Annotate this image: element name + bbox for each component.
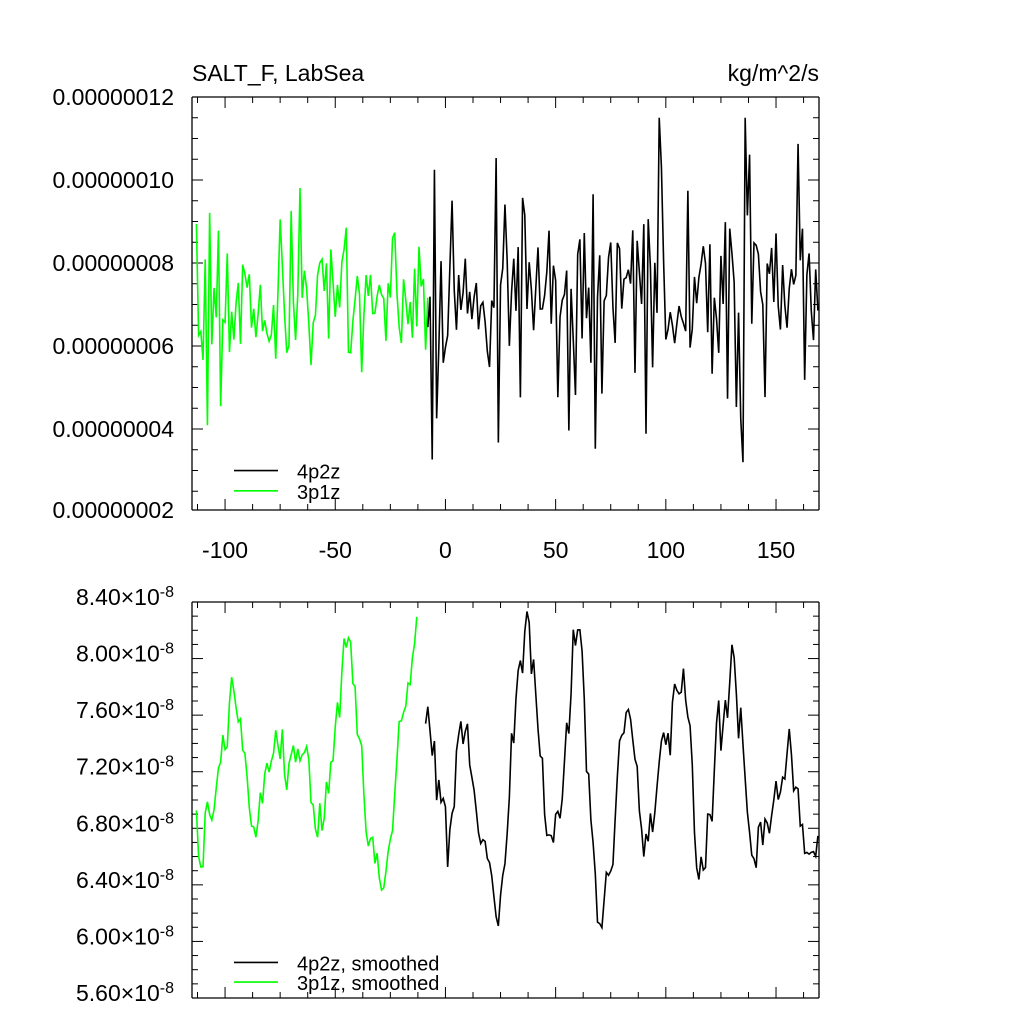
svg-text:4p2z: 4p2z: [297, 462, 340, 484]
svg-text:0.00000006: 0.00000006: [52, 333, 174, 359]
svg-text:100: 100: [647, 537, 685, 563]
svg-text:0: 0: [439, 537, 452, 563]
svg-text:-100: -100: [202, 537, 248, 563]
svg-text:50: 50: [543, 537, 569, 563]
svg-text:0.00000010: 0.00000010: [52, 167, 174, 193]
svg-text:SALT_F, LabSea: SALT_F, LabSea: [192, 60, 364, 86]
svg-text:7.60×10-8: 7.60×10-8: [76, 697, 174, 724]
svg-text:5.60×10-8: 5.60×10-8: [76, 979, 174, 1006]
svg-text:7.20×10-8: 7.20×10-8: [76, 753, 174, 780]
svg-text:kg/m^2/s: kg/m^2/s: [728, 60, 819, 86]
svg-text:0.00000008: 0.00000008: [52, 250, 174, 276]
svg-text:150: 150: [757, 537, 795, 563]
svg-text:6.40×10-8: 6.40×10-8: [76, 866, 174, 893]
svg-text:6.00×10-8: 6.00×10-8: [76, 923, 174, 950]
svg-text:8.00×10-8: 8.00×10-8: [76, 640, 174, 667]
svg-text:0.00000004: 0.00000004: [52, 416, 174, 442]
svg-text:3p1z, smoothed: 3p1z, smoothed: [297, 973, 439, 995]
svg-text:-50: -50: [319, 537, 352, 563]
svg-text:4p2z, smoothed: 4p2z, smoothed: [297, 953, 439, 975]
svg-text:6.80×10-8: 6.80×10-8: [76, 810, 174, 837]
svg-text:0.00000002: 0.00000002: [52, 497, 174, 523]
svg-text:0.00000012: 0.00000012: [52, 84, 174, 110]
svg-text:3p1z: 3p1z: [297, 482, 340, 504]
svg-text:8.40×10-8: 8.40×10-8: [76, 584, 174, 611]
